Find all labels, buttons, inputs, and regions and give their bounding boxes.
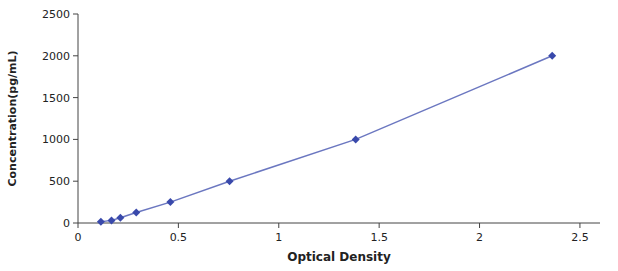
point	[352, 135, 360, 143]
x-tick	[479, 223, 480, 228]
point	[108, 216, 116, 224]
point	[166, 198, 174, 206]
x-tick	[178, 223, 179, 228]
y-tick-label: 1500	[42, 92, 70, 105]
x-tick	[278, 223, 279, 228]
y-tick-label: 0	[63, 217, 70, 230]
x-tick-label: 2.5	[571, 231, 589, 244]
point	[116, 214, 124, 222]
x-tick-label: 2	[476, 231, 483, 244]
chart: 0 0.5 1 1.5 2 2.5 0 500 1000 1500 2000 2500 Optical …	[0, 0, 618, 271]
point	[548, 52, 556, 60]
x-tick-label: 1	[275, 231, 282, 244]
point	[226, 177, 234, 185]
x-tick-label: 1.5	[370, 231, 388, 244]
x-tick	[78, 223, 79, 228]
y-tick-label: 500	[49, 175, 70, 188]
point	[132, 209, 140, 217]
plot-area	[97, 52, 556, 226]
y-tick-label: 2500	[42, 8, 70, 21]
y-tick	[73, 97, 78, 98]
y-tick-label: 2000	[42, 50, 70, 63]
x-axis-label: Optical Density	[287, 250, 391, 264]
x-axis-line	[78, 223, 600, 224]
y-axis-label: Concentration(pg/mL)	[6, 50, 19, 186]
y-tick	[73, 139, 78, 140]
x-tick	[579, 223, 580, 228]
line	[101, 56, 552, 222]
point	[97, 218, 105, 226]
y-tick	[73, 223, 78, 224]
y-tick	[73, 181, 78, 182]
x-tick-label: 0	[75, 231, 82, 244]
y-tick-label: 1000	[42, 133, 70, 146]
x-tick-label: 0.5	[170, 231, 188, 244]
x-tick	[379, 223, 380, 228]
y-axis-line	[78, 14, 79, 223]
y-tick	[73, 55, 78, 56]
y-tick	[73, 14, 78, 15]
